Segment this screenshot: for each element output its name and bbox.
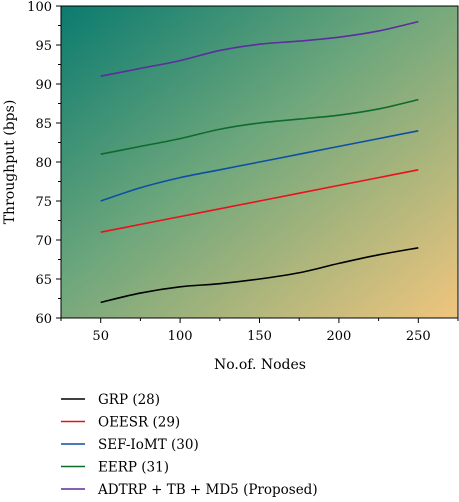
y-tick-label: 90 (35, 78, 52, 93)
x-tick-label: 150 (247, 329, 272, 344)
series-line (100, 98, 419, 155)
x-tick-label: 50 (92, 329, 109, 344)
x-tick-label: 200 (326, 329, 351, 344)
y-tick-label: 80 (35, 156, 52, 171)
series-layer (100, 20, 419, 304)
legend-label: GRP (28) (98, 392, 160, 408)
legend-label: SEF-IoMT (30) (98, 437, 199, 453)
series-line (100, 130, 419, 202)
series-line (100, 169, 419, 233)
x-axis-label: No.of. Nodes (214, 357, 306, 373)
y-tick-label: 95 (35, 39, 52, 54)
y-tick-label: 75 (35, 195, 52, 210)
legend: GRP (28) OEESR (29) SEF-IoMT (30) EERP (31)… (61, 392, 318, 498)
x-axis: 50 100 150 200 250 (60, 318, 459, 344)
y-tick-label: 65 (35, 273, 52, 288)
y-tick-label: 100 (27, 0, 52, 15)
y-tick-label: 70 (35, 234, 52, 249)
legend-label: OEESR (29) (98, 415, 180, 431)
y-axis: 60 65 70 75 80 85 90 95 100 (27, 0, 61, 327)
x-tick-label: 250 (406, 329, 431, 344)
legend-label: ADTRP + TB + MD5 (Proposed) (97, 482, 318, 498)
y-tick-label: 85 (35, 117, 52, 132)
legend-label: EERP (31) (98, 460, 169, 476)
y-tick-label: 60 (35, 312, 52, 327)
y-axis-label: Throughput (bps) (2, 100, 18, 225)
x-tick-label: 100 (168, 329, 193, 344)
series-line (100, 20, 419, 77)
series-line (100, 247, 419, 304)
